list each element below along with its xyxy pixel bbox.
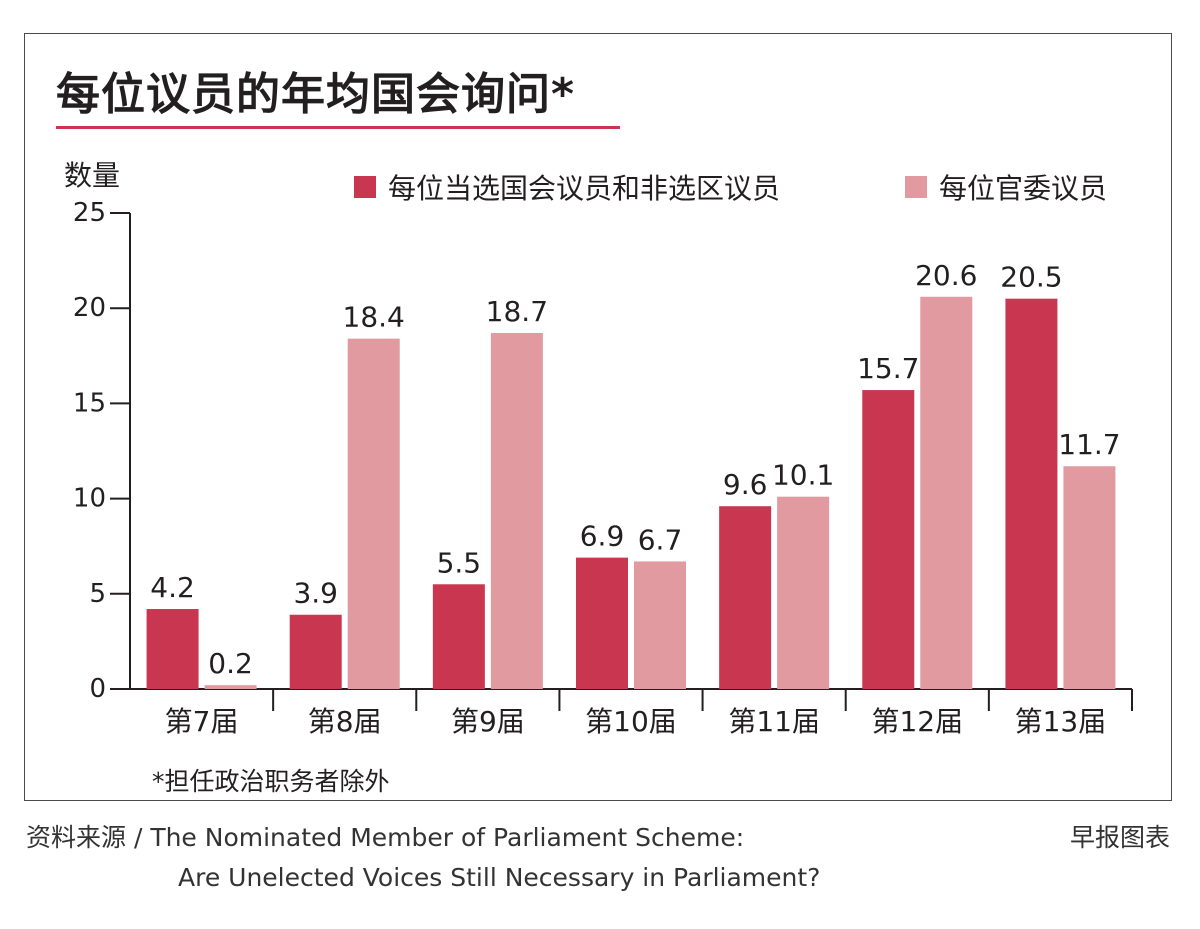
y-tick-label: 15 (73, 388, 106, 418)
data-label-elected: 5.5 (437, 546, 482, 579)
legend-swatch-elected (354, 176, 376, 198)
bar-nominated (777, 496, 830, 689)
y-axis-label: 数量 (64, 159, 121, 192)
x-tick-label: 第10届 (585, 705, 677, 738)
bar-elected (1005, 298, 1058, 689)
legend-label-elected: 每位当选国会议员和非选区议员 (388, 172, 781, 205)
bar-elected (719, 506, 772, 689)
y-tick-label: 25 (73, 198, 106, 228)
title-underline (56, 126, 620, 129)
bar-elected (576, 557, 628, 689)
x-tick-label: 第9届 (451, 705, 525, 738)
data-label-nominated: 18.7 (486, 295, 548, 328)
chart-credit: 早报图表 (1069, 823, 1170, 852)
x-tick-label: 第8届 (308, 705, 382, 738)
bar-elected (432, 584, 485, 689)
bar-elected (289, 614, 342, 689)
data-label-nominated: 0.2 (208, 647, 253, 680)
x-tick-label: 第13届 (1015, 705, 1107, 738)
data-label-elected: 15.7 (857, 352, 919, 385)
bar-elected (146, 609, 199, 689)
bar-nominated (920, 296, 973, 689)
chart-frame (24, 33, 1172, 801)
legend-label-nominated: 每位官委议员 (939, 172, 1108, 205)
data-label-nominated: 18.4 (343, 301, 405, 334)
x-tick-label: 第12届 (871, 705, 963, 738)
bar-nominated (347, 338, 400, 689)
bar-nominated (490, 332, 543, 689)
chart-title: 每位议员的年均国会询问* (56, 69, 576, 120)
data-label-nominated: 6.7 (638, 523, 683, 556)
data-label-elected: 3.9 (293, 577, 338, 610)
data-label-nominated: 10.1 (772, 459, 834, 492)
y-tick-label: 5 (89, 579, 106, 609)
bar-nominated (634, 561, 686, 689)
x-tick-label: 第7届 (165, 705, 239, 738)
footnote: *担任政治职务者除外 (152, 767, 390, 796)
legend-swatch-nominated (905, 176, 927, 198)
bar-nominated (1063, 466, 1116, 689)
x-tick-label: 第11届 (728, 705, 820, 738)
data-label-elected: 6.9 (580, 520, 625, 553)
y-tick-label: 10 (73, 484, 106, 514)
data-label-elected: 4.2 (150, 571, 195, 604)
source-note: 资料来源 / The Nominated Member of Parliamen… (26, 818, 820, 898)
legend-item-elected: 每位当选国会议员和非选区议员 (354, 170, 781, 205)
legend-item-nominated: 每位官委议员 (905, 170, 1108, 205)
source-line-2: Are Unelected Voices Still Necessary in … (178, 863, 821, 892)
data-label-elected: 20.5 (1000, 261, 1062, 294)
bar-elected (862, 390, 915, 689)
data-label-elected: 9.6 (723, 468, 768, 501)
data-label-nominated: 11.7 (1058, 428, 1120, 461)
bar-nominated (204, 685, 257, 689)
data-label-nominated: 20.6 (915, 259, 977, 292)
y-tick-label: 20 (73, 293, 106, 323)
source-line-1: 资料来源 / The Nominated Member of Parliamen… (26, 823, 745, 852)
y-tick-label: 0 (89, 674, 106, 704)
